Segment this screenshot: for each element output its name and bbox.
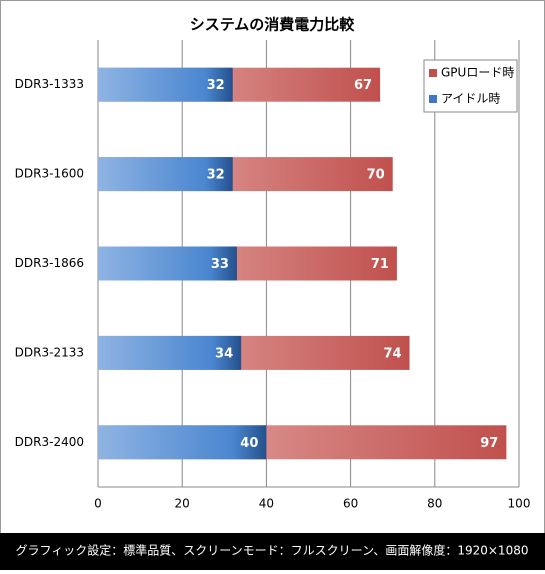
y-tick-label: DDR3-1333 xyxy=(15,77,84,91)
chart-title: システムの消費電力比較 xyxy=(190,16,356,34)
data-label: 34 xyxy=(215,346,233,361)
data-label: 71 xyxy=(371,257,389,272)
x-tick-label: 20 xyxy=(175,497,190,511)
x-tick-label: 100 xyxy=(508,497,531,511)
x-tick-label: 60 xyxy=(343,497,358,511)
bar xyxy=(98,157,233,192)
data-label: 32 xyxy=(207,78,225,93)
legend-swatch xyxy=(429,69,437,77)
data-label: 67 xyxy=(354,78,372,93)
y-tick-label: DDR3-2133 xyxy=(15,345,84,359)
bar xyxy=(98,67,233,102)
data-label: 70 xyxy=(367,168,385,183)
legend-label: アイドル時 xyxy=(441,92,500,106)
bar xyxy=(98,425,267,460)
y-tick-label: DDR3-1600 xyxy=(15,167,84,181)
x-tick-label: 80 xyxy=(427,497,442,511)
legend-swatch xyxy=(429,95,437,103)
data-label: 32 xyxy=(207,168,225,183)
footer-bg xyxy=(0,533,545,570)
data-label: 74 xyxy=(383,346,401,361)
y-tick-label: DDR3-2400 xyxy=(15,435,84,449)
data-label: 33 xyxy=(211,257,229,272)
bar xyxy=(98,335,242,370)
legend-label: GPUロード時 xyxy=(441,66,514,80)
x-tick-label: 40 xyxy=(259,497,274,511)
legend-box xyxy=(423,59,518,113)
footnote: グラフィック設定：標準品質、スクリーンモード：フルスクリーン、画面解像度：192… xyxy=(16,543,529,558)
x-tick-label: 0 xyxy=(94,497,102,511)
y-tick-label: DDR3-1866 xyxy=(15,256,84,270)
data-label: 97 xyxy=(480,436,498,451)
bar xyxy=(98,246,237,281)
data-label: 40 xyxy=(240,436,258,451)
